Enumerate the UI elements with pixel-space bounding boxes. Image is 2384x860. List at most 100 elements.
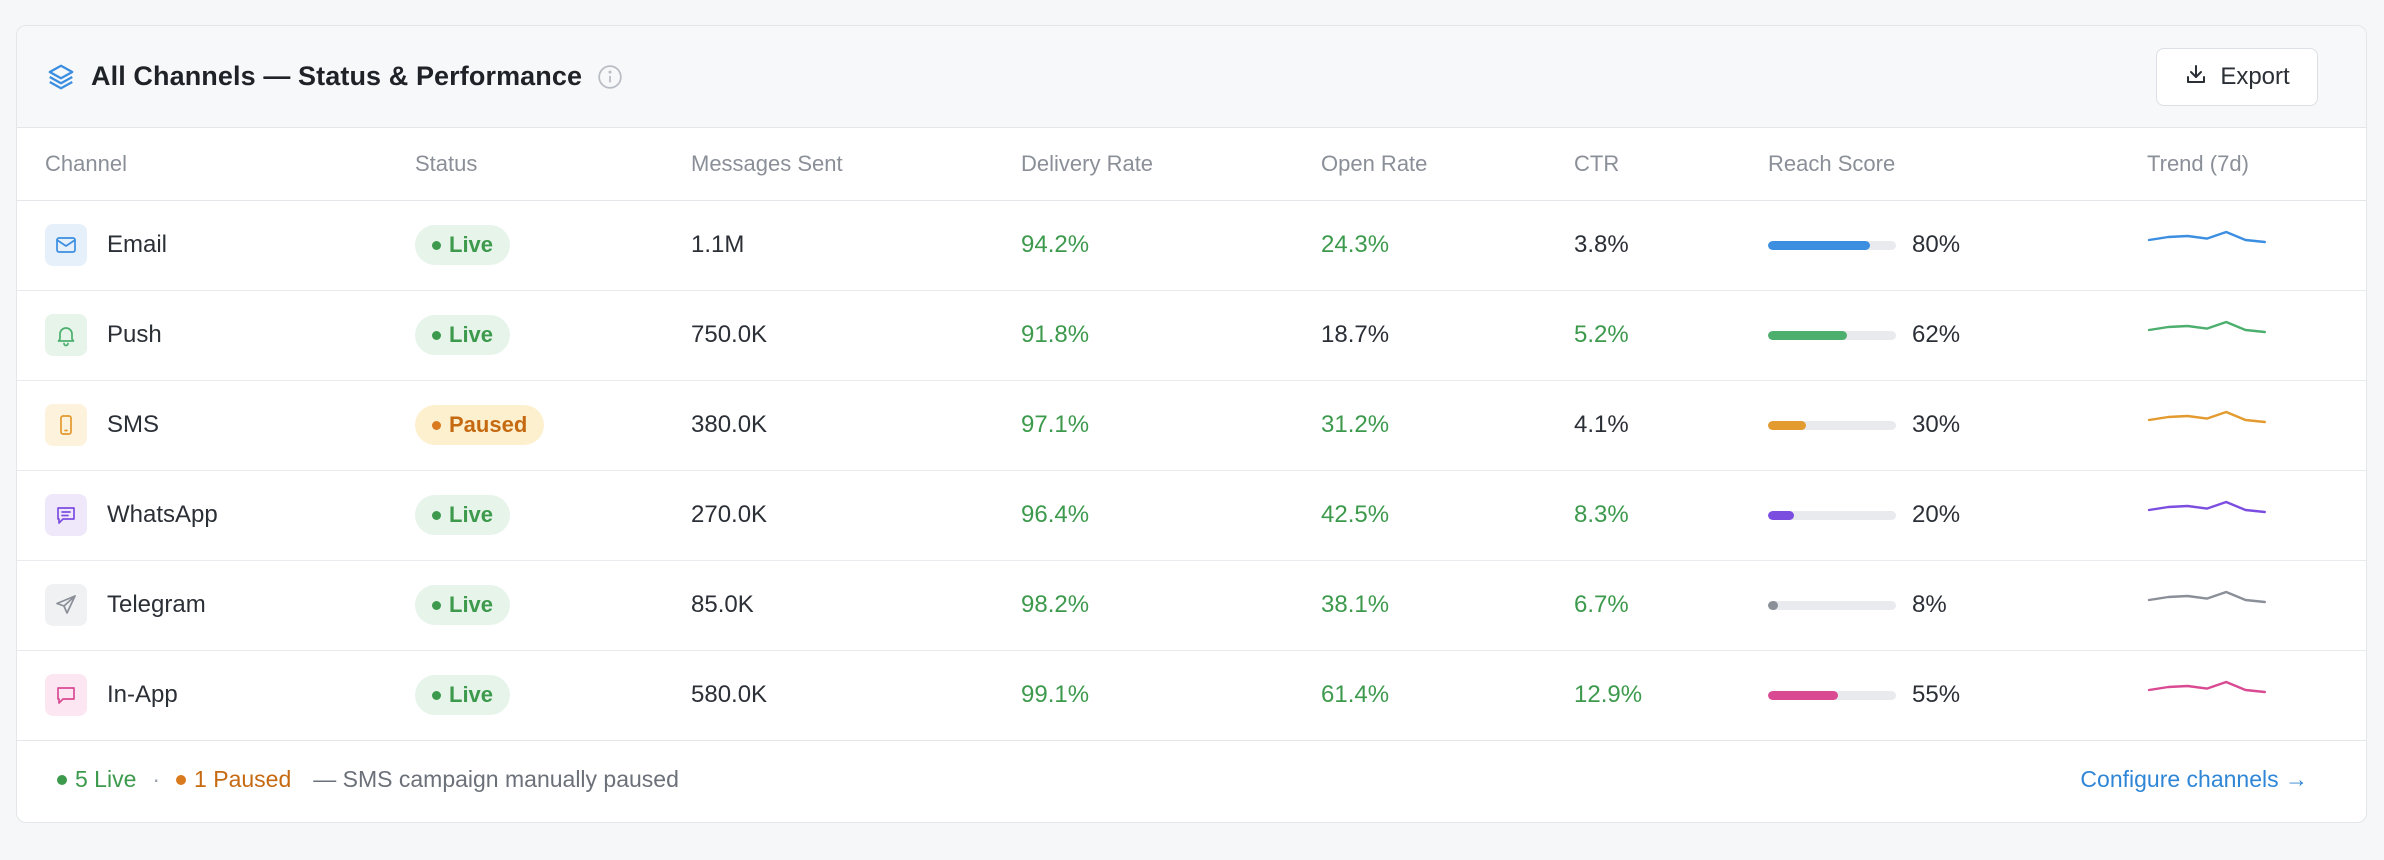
status-label: Live (449, 682, 494, 707)
col-header-messages-sent[interactable]: Messages Sent (691, 128, 1021, 201)
status-dot-icon (432, 330, 441, 340)
channel-name[interactable]: SMS (107, 411, 160, 438)
col-header-reach-score[interactable]: Reach Score (1768, 128, 2147, 201)
reach-score-value: 8% (1912, 591, 1947, 618)
cell-delivery-rate: 98.2% (1021, 560, 1321, 651)
cell-messages-sent: 85.0K (691, 560, 1021, 651)
paused-dot-icon (176, 774, 187, 785)
cell-trend (2147, 380, 2366, 471)
table-row[interactable]: Email Live 1.1M 94.2% 24.3% 3.8% 80% (17, 200, 2366, 291)
cell-open-rate: 24.3% (1321, 200, 1574, 291)
cell-open-rate: 38.1% (1321, 560, 1574, 651)
mail-icon (45, 224, 87, 266)
table-row[interactable]: SMS Paused 380.0K 97.1% 31.2% 4.1% 30% (17, 380, 2366, 471)
cell-reach-score: 80% (1768, 200, 2147, 291)
status-badge: Live (415, 675, 511, 715)
cell-messages-sent: 1.1M (691, 200, 1021, 291)
col-header-channel[interactable]: Channel (17, 128, 415, 201)
cell-trend (2147, 290, 2366, 381)
cell-channel: SMS (17, 380, 415, 471)
status-label: Paused (449, 412, 528, 437)
table-row[interactable]: WhatsApp Live 270.0K 96.4% 42.5% 8.3% 20… (17, 470, 2366, 561)
col-header-ctr[interactable]: CTR (1574, 128, 1768, 201)
cell-status: Live (415, 560, 691, 651)
cell-channel: Telegram (17, 560, 415, 651)
cell-status: Live (415, 200, 691, 291)
channel-name[interactable]: Push (107, 321, 162, 348)
cell-delivery-rate: 99.1% (1021, 650, 1321, 741)
send-icon (45, 584, 87, 626)
table-row[interactable]: Push Live 750.0K 91.8% 18.7% 5.2% 62% (17, 290, 2366, 381)
cell-channel: Push (17, 290, 415, 381)
cell-reach-score: 62% (1768, 290, 2147, 381)
status-label: Live (449, 322, 494, 347)
download-icon (2184, 62, 2208, 93)
channel-name[interactable]: In-App (107, 681, 178, 708)
cell-delivery-rate: 96.4% (1021, 470, 1321, 561)
status-badge: Paused (415, 405, 545, 445)
trend-sparkline (2147, 320, 2267, 333)
configure-channels-link[interactable]: Configure channels → (2080, 766, 2308, 792)
info-icon[interactable] (596, 63, 624, 91)
cell-ctr: 12.9% (1574, 650, 1768, 741)
status-badge: Live (415, 225, 511, 265)
col-header-open-rate[interactable]: Open Rate (1321, 128, 1574, 201)
cell-messages-sent: 580.0K (691, 650, 1021, 741)
reach-bar-track (1768, 420, 1896, 430)
reach-score-value: 20% (1912, 501, 1961, 528)
cell-messages-sent: 380.0K (691, 380, 1021, 471)
page-title: All Channels — Status & Performance (91, 61, 583, 91)
live-summary: 5 Live (57, 766, 136, 793)
cell-reach-score: 55% (1768, 650, 2147, 741)
table-row[interactable]: In-App Live 580.0K 99.1% 61.4% 12.9% 55% (17, 650, 2366, 741)
status-label: Live (449, 592, 494, 617)
reach-bar-fill (1768, 600, 1779, 610)
trend-sparkline (2147, 230, 2267, 243)
summary-separator: · (152, 766, 161, 792)
cell-reach-score: 20% (1768, 470, 2147, 561)
reach-bar-track (1768, 510, 1896, 520)
channel-name[interactable]: Telegram (107, 591, 206, 618)
table-row[interactable]: Telegram Live 85.0K 98.2% 38.1% 6.7% 8% (17, 560, 2366, 651)
trend-sparkline (2147, 410, 2267, 423)
cell-status: Paused (415, 380, 691, 471)
reach-bar-track (1768, 240, 1896, 250)
reach-score-value: 55% (1912, 681, 1961, 708)
cell-reach-score: 8% (1768, 560, 2147, 651)
reach-bar-track (1768, 600, 1896, 610)
col-header-trend[interactable]: Trend (7d) (2147, 128, 2366, 201)
cell-status: Live (415, 650, 691, 741)
export-button[interactable]: Export (2156, 48, 2318, 106)
col-header-status[interactable]: Status (415, 128, 691, 201)
cell-open-rate: 61.4% (1321, 650, 1574, 741)
table-header-row: Channel Status Messages Sent Delivery Ra… (17, 128, 2366, 201)
cell-trend (2147, 200, 2366, 291)
cell-delivery-rate: 94.2% (1021, 200, 1321, 291)
cell-channel: In-App (17, 650, 415, 741)
cell-ctr: 5.2% (1574, 290, 1768, 381)
reach-bar-fill (1768, 330, 1848, 340)
trend-sparkline (2147, 680, 2267, 693)
cell-reach-score: 30% (1768, 380, 2147, 471)
phone-icon (45, 404, 87, 446)
cell-ctr: 6.7% (1574, 560, 1768, 651)
status-label: Live (449, 502, 494, 527)
cell-trend (2147, 650, 2366, 741)
cell-status: Live (415, 470, 691, 561)
cell-delivery-rate: 97.1% (1021, 380, 1321, 471)
reach-bar-fill (1768, 690, 1839, 700)
paused-summary-label: 1 Paused (194, 766, 292, 792)
col-header-delivery-rate[interactable]: Delivery Rate (1021, 128, 1321, 201)
channel-name[interactable]: WhatsApp (107, 501, 218, 528)
channels-table: Channel Status Messages Sent Delivery Ra… (17, 128, 2366, 741)
channels-card: All Channels — Status & Performance Expo… (16, 25, 2367, 823)
status-badge: Live (415, 585, 511, 625)
status-dot-icon (432, 510, 441, 520)
card-header: All Channels — Status & Performance Expo… (17, 26, 2366, 128)
cell-ctr: 4.1% (1574, 380, 1768, 471)
reach-bar-fill (1768, 420, 1807, 430)
cell-messages-sent: 270.0K (691, 470, 1021, 561)
channel-name[interactable]: Email (107, 231, 168, 258)
cell-channel: Email (17, 200, 415, 291)
cell-open-rate: 18.7% (1321, 290, 1574, 381)
